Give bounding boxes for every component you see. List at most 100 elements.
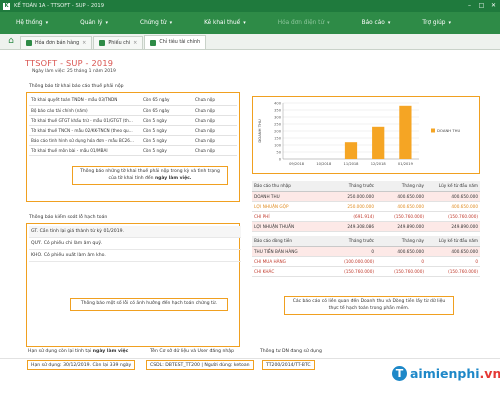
income-value: (150.760.000) xyxy=(376,211,426,222)
tax-row[interactable]: Tờ khai thuế GTGT khấu trừ - mẫu 01/GTGT… xyxy=(29,115,237,126)
menu-tro-giup[interactable]: Trợ giúp ▾ xyxy=(422,20,451,26)
tax-callout: Thông báo những tờ khai thuế phải nộp tr… xyxy=(72,166,228,185)
tax-report-name: Tờ khai thuế TNCN - mẫu 02/KK-TNCN (theo… xyxy=(29,125,141,136)
bar xyxy=(399,105,412,159)
y-tick-label: 300 xyxy=(274,115,282,119)
income-value: 400.650.000 xyxy=(376,191,426,202)
tab-chi-tieu-tai-chinh[interactable]: Chỉ tiêu tài chính xyxy=(144,35,207,49)
minimize-icon[interactable]: – xyxy=(468,2,471,9)
tax-status: Chưa nộp xyxy=(193,115,237,126)
chevron-down-icon: ▾ xyxy=(45,20,49,26)
cash-row[interactable]: THU TIỀN BÁN HÀNG 0 400.650.000 400.650.000 xyxy=(252,246,480,257)
menu-chung-tu[interactable]: Chứng từ ▾ xyxy=(140,20,173,26)
control-item[interactable]: KHO. Có phiếu xuất làm âm kho. xyxy=(29,250,241,262)
control-item[interactable]: GT. Cần tính lại giá thành từ kỳ 01/2019… xyxy=(29,226,241,238)
y-tick-label: 350 xyxy=(274,108,282,112)
revenue-chart-svg: 0 50 100 150 200 250 300 350 400 DOANH THU 09/2018… xyxy=(257,101,461,166)
close-icon[interactable]: ✕ xyxy=(490,2,497,9)
income-header: Lũy kế từ đầu năm xyxy=(426,181,480,192)
chevron-down-icon: ▾ xyxy=(327,20,330,26)
tax-status: Chưa nộp xyxy=(193,125,237,136)
y-tick-label: 200 xyxy=(274,129,282,133)
cash-value: (150.760.000) xyxy=(376,266,426,277)
tax-report-name: Tờ khai quyết toán TNDN - mẫu 03/TNDN xyxy=(29,95,141,106)
control-section-label: Thông báo kiểm soát lỗ hạch toán xyxy=(29,215,108,220)
income-row[interactable]: LỢI NHUẬN GỘP 250.000.000 400.650.000 400.6… xyxy=(252,201,480,212)
maximize-icon[interactable]: □ xyxy=(478,2,485,9)
chevron-down-icon: ▾ xyxy=(243,20,246,26)
payment-icon xyxy=(99,40,106,46)
cash-value: (150.760.000) xyxy=(324,266,376,277)
control-list: GT. Cần tính lại giá thành từ kỳ 01/2019… xyxy=(29,226,241,262)
cash-row[interactable]: CHI KHÁC (150.760.000) (150.760.000) (150.7… xyxy=(252,266,480,277)
cash-row[interactable]: CHI MUA HÀNG (100.000.000) 0 0 xyxy=(252,256,480,267)
company-title: TTSOFT - SUP - 2019 xyxy=(25,58,114,68)
chart-icon xyxy=(150,39,157,46)
bar xyxy=(372,126,385,159)
close-icon[interactable]: × xyxy=(82,40,87,46)
menu-ke-khai-thue[interactable]: Kê khai thuế ▾ xyxy=(204,20,246,26)
income-table: Báo cáo thu nhập Tháng trước Tháng này Lũy … xyxy=(252,181,480,232)
y-tick-label: 400 xyxy=(274,101,282,105)
menu-hoa-don-dien-tu[interactable]: Hóa đơn điện tử ▾ xyxy=(277,20,330,26)
work-day: Ngày làm việc: 25 tháng 1 năm 2019 xyxy=(32,69,116,74)
income-header: Báo cáo thu nhập xyxy=(252,181,324,192)
y-tick-label: 250 xyxy=(274,122,282,126)
income-row[interactable]: LỢI NHUẬN THUẦN 249.308.086 249.890.000 249… xyxy=(252,221,480,232)
tax-row[interactable]: Bộ báo cáo tài chính (năm) Còn 65 ngày Chư… xyxy=(29,105,237,116)
x-tick-label: 09/2018 xyxy=(289,162,305,166)
income-row[interactable]: DOANH THU 250.000.000 400.650.000 400.650.0… xyxy=(252,191,480,202)
home-icon[interactable]: ⌂ xyxy=(8,36,14,46)
cash-item: CHI MUA HÀNG xyxy=(252,256,324,267)
circular-status: TT200/2014/TT-BTC xyxy=(262,360,315,370)
cash-header: Báo cáo dòng tiền xyxy=(252,236,324,247)
tax-row[interactable]: Tờ khai thuế môn bài - mẫu 01/MBAI Còn 5 … xyxy=(29,145,237,156)
income-value: 250.000.000 xyxy=(324,191,376,202)
y-tick-label: 50 xyxy=(276,150,281,154)
income-value: 400.650.000 xyxy=(376,201,426,212)
tax-row[interactable]: Tờ khai quyết toán TNDN - mẫu 03/TNDN Còn… xyxy=(29,95,237,106)
income-value: 249.890.000 xyxy=(376,221,426,232)
tax-days-left: Còn 5 ngày xyxy=(141,115,193,126)
chevron-down-icon: ▾ xyxy=(387,20,391,26)
database-status: CSDL: DBTEST_TT200 | Người dùng: ketoan xyxy=(146,360,254,370)
chevron-down-icon: ▾ xyxy=(105,20,109,26)
tax-days-left: Còn 5 ngày xyxy=(141,145,193,156)
menu-he-thong[interactable]: Hệ thống ▾ xyxy=(16,20,49,26)
license-status: Hạn sử dụng: 30/12/2019. Còn lại 339 ngà… xyxy=(27,360,136,370)
tax-days-left: Còn 5 ngày xyxy=(141,135,193,146)
tax-row[interactable]: Báo cáo tình hình sử dụng hóa đơn - mẫu … xyxy=(29,135,237,146)
menu-quan-ly[interactable]: Quản lý ▾ xyxy=(80,20,109,26)
tab-hoa-don-ban-hang[interactable]: Hóa đơn bán hàng × xyxy=(20,36,93,49)
control-item[interactable]: QUỸ. Có phiếu chi làm âm quỹ. xyxy=(29,238,241,250)
logo-brand: aimienphi xyxy=(410,366,480,381)
income-value: (150.760.000) xyxy=(426,211,480,222)
tax-days-left: Còn 65 ngày xyxy=(141,95,193,106)
legend-label: DOANH THU xyxy=(437,128,461,133)
tax-section-label: Thông báo tờ khai báo cáo thuế phải nộp xyxy=(29,84,124,89)
cash-header: Lũy kế từ đầu năm xyxy=(426,236,480,247)
revenue-chart: 0 50 100 150 200 250 300 350 400 DOANH THU 09/2018… xyxy=(252,96,480,174)
x-tick-label: 12/2018 xyxy=(371,162,387,166)
y-axis-label: DOANH THU xyxy=(257,119,262,143)
close-icon[interactable]: × xyxy=(133,40,138,46)
tax-days-left: Còn 5 ngày xyxy=(141,125,193,136)
circular-label: Thông tư DN đang sử dụng xyxy=(260,349,322,354)
tab-phieu-chi[interactable]: Phiếu chi × xyxy=(93,36,144,49)
income-value: 400.650.000 xyxy=(426,191,480,202)
menu-bao-cao[interactable]: Báo cáo ▾ xyxy=(361,20,391,26)
x-tick-label: 11/2018 xyxy=(344,162,360,166)
income-item: LỢI NHUẬN GỘP xyxy=(252,201,324,212)
control-callout: Thông báo một số lỗi có ảnh hưởng đến hạ… xyxy=(70,298,228,311)
cash-value: (100.000.000) xyxy=(324,256,376,267)
income-row[interactable]: CHI PHÍ (691.914) (150.760.000) (150.760.00… xyxy=(252,211,480,222)
y-tick-label: 0 xyxy=(279,157,282,161)
tax-row[interactable]: Tờ khai thuế TNCN - mẫu 02/KK-TNCN (theo… xyxy=(29,125,237,136)
chevron-down-icon: ▾ xyxy=(448,20,451,26)
cash-item: CHI KHÁC xyxy=(252,266,324,277)
tax-report-name: Báo cáo tình hình sử dụng hóa đơn - mẫu … xyxy=(29,135,141,146)
app-icon: K xyxy=(3,2,10,10)
db-label: Tên Cơ sở dữ liệu và User đăng nhập xyxy=(150,349,235,354)
chevron-down-icon: ▾ xyxy=(169,20,173,26)
tax-status: Chưa nộp xyxy=(193,95,237,106)
